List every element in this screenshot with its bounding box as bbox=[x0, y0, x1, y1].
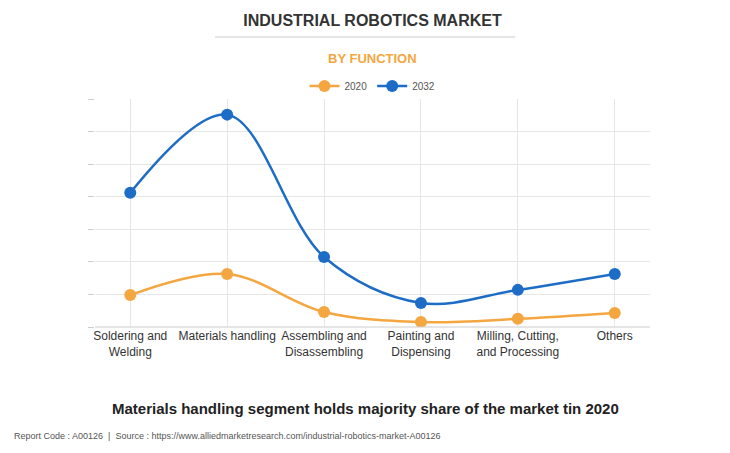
svg-text:2020: 2020 bbox=[345, 81, 368, 92]
svg-text:Soldering andWelding: Soldering andWelding bbox=[93, 329, 167, 359]
svg-text:Painting andDispensing: Painting andDispensing bbox=[388, 329, 455, 359]
svg-text:Milling, Cutting,and Processin: Milling, Cutting,and Processing bbox=[476, 329, 559, 359]
svg-text:Assembling andDisassembling: Assembling andDisassembling bbox=[281, 329, 366, 359]
svg-text:BY FUNCTION: BY FUNCTION bbox=[328, 51, 417, 66]
svg-text:2032: 2032 bbox=[412, 81, 435, 92]
svg-text:Materials handling segment hol: Materials handling segment holds majorit… bbox=[112, 400, 619, 417]
svg-text:Others: Others bbox=[597, 329, 633, 343]
svg-text:Materials handling: Materials handling bbox=[178, 329, 275, 343]
svg-text:INDUSTRIAL ROBOTICS MARKET: INDUSTRIAL ROBOTICS MARKET bbox=[243, 12, 502, 29]
svg-text:Report Code : A00126 | Sourc: Report Code : A00126 | Source : https://… bbox=[14, 431, 441, 441]
